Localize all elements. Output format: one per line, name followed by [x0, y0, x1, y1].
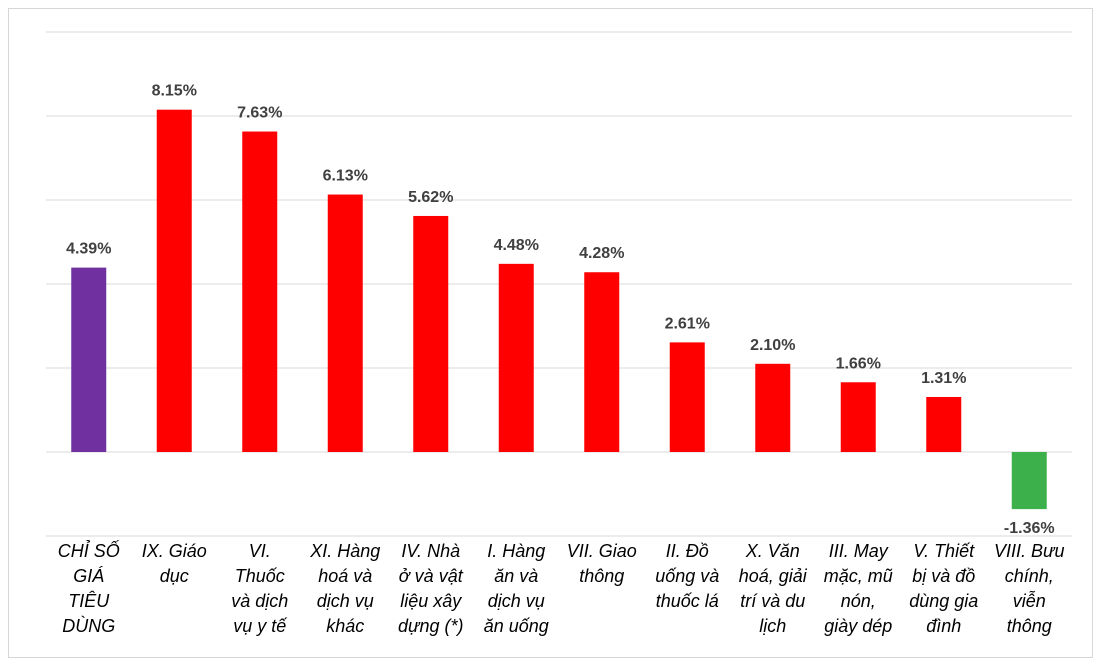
category-label-line: TIÊU — [68, 591, 110, 611]
bar — [71, 267, 107, 452]
category-label-line: III. May — [829, 541, 889, 561]
chart-frame: 4.39% 8.15% 7.63% 6.13% 5.62% 4.48% 4.28% 2.61%… — [8, 8, 1093, 658]
category-label-line: dựng (*) — [398, 616, 463, 636]
category-label-line: liệu xây — [400, 591, 462, 611]
category-label: CHỈ SỐ GIÁ TIÊU DÙNG — [58, 540, 120, 636]
category-label: VIII. Bưu chính, viễn thông — [994, 541, 1064, 636]
value-label: 2.10% — [750, 337, 795, 354]
value-label: 1.66% — [836, 355, 881, 372]
value-label: 7.63% — [237, 105, 282, 122]
category-label-line: CHỈ SỐ — [58, 540, 120, 561]
category-label-line: đình — [926, 616, 961, 636]
category-label-line: hoá và — [318, 566, 372, 586]
category-label-line: khác — [326, 616, 364, 636]
category-label-line: dịch vụ — [317, 591, 374, 611]
category-labels: CHỈ SỐ GIÁ TIÊU DÙNG IX. Giáo dục VI. Thuốc và d… — [58, 540, 1065, 636]
value-label: 8.15% — [152, 83, 197, 100]
category-label-line: Thuốc — [235, 566, 285, 586]
bar — [327, 194, 363, 453]
bar — [584, 272, 620, 452]
category-label-line: IV. Nhà — [401, 541, 460, 561]
value-label: 6.13% — [323, 168, 368, 185]
category-label: VI. Thuốc và dịch vụ y tế — [231, 541, 288, 636]
bar — [498, 263, 534, 452]
category-label: VII. Giao thông — [567, 541, 637, 586]
category-label-line: ăn uống — [484, 616, 549, 636]
category-label-line: nón, — [841, 591, 876, 611]
value-label: 4.39% — [66, 241, 111, 258]
category-label-line: ở và vật — [399, 566, 464, 586]
gridlines — [46, 31, 1072, 537]
category-label-line: vụ y tế — [233, 616, 288, 636]
category-label-line: thông — [1007, 616, 1052, 636]
bar — [840, 382, 876, 452]
category-label-line: V. Thiết — [913, 541, 975, 561]
category-label: II. Đồ uống và thuốc lá — [655, 541, 719, 611]
category-label-line: VIII. Bưu — [994, 541, 1064, 561]
category-label-line: dùng gia — [909, 591, 978, 611]
category-label-line: VII. Giao — [567, 541, 637, 561]
category-label-line: ăn và — [494, 566, 538, 586]
category-label-line: giày dép — [824, 616, 892, 636]
category-label-line: bị và đồ — [912, 566, 975, 586]
category-label: X. Văn hoá, giải trí và du lịch — [739, 541, 808, 636]
value-label: 4.28% — [579, 245, 624, 262]
category-label-line: thuốc lá — [656, 591, 719, 611]
category-label: XI. Hàng hoá và dịch vụ khác — [309, 541, 380, 636]
category-label-line: hoá, giải — [739, 566, 808, 586]
bar — [1011, 452, 1047, 510]
bar — [413, 215, 449, 452]
category-label-line: II. Đồ — [666, 541, 709, 561]
bar — [242, 131, 278, 452]
value-label: 4.48% — [494, 237, 539, 254]
category-label: IV. Nhà ở và vật liệu xây dựng (*) — [398, 541, 464, 636]
category-label-line: IX. Giáo — [142, 541, 207, 561]
bars — [71, 109, 1047, 510]
category-label-line: chính, — [1005, 566, 1054, 586]
bar — [669, 342, 705, 452]
category-label-line: dục — [160, 566, 189, 586]
category-label-line: GIÁ — [73, 566, 104, 586]
category-label-line: DÙNG — [62, 615, 115, 636]
category-label-line: thông — [579, 566, 624, 586]
category-label: I. Hàng ăn và dịch vụ ăn uống — [484, 541, 549, 636]
category-label-line: trí và du — [740, 591, 805, 611]
value-label: -1.36% — [1004, 520, 1055, 537]
value-label: 1.31% — [921, 370, 966, 387]
value-label: 2.61% — [665, 315, 710, 332]
category-label-line: X. Văn — [745, 541, 800, 561]
category-label-line: uống và — [655, 566, 719, 586]
value-label: 5.62% — [408, 189, 453, 206]
category-label-line: VI. — [249, 541, 271, 561]
category-label-line: và dịch — [231, 591, 288, 611]
category-label: III. May mặc, mũ nón, giày dép — [824, 541, 893, 636]
category-label-line: lịch — [759, 616, 786, 636]
category-label-line: XI. Hàng — [309, 541, 380, 561]
category-label: V. Thiết bị và đồ dùng gia đình — [909, 541, 978, 636]
bar — [755, 363, 791, 452]
category-label: IX. Giáo dục — [142, 541, 207, 586]
category-label-line: mặc, mũ — [824, 566, 893, 586]
category-label-line: I. Hàng — [487, 541, 545, 561]
bar — [156, 109, 192, 452]
category-label-line: dịch vụ — [488, 591, 545, 611]
value-labels: 4.39% 8.15% 7.63% 6.13% 5.62% 4.48% 4.28% 2.61%… — [66, 83, 1055, 537]
bar-chart: 4.39% 8.15% 7.63% 6.13% 5.62% 4.48% 4.28% 2.61%… — [46, 31, 1072, 636]
bar — [926, 396, 962, 452]
category-label-line: viễn — [1013, 591, 1046, 611]
